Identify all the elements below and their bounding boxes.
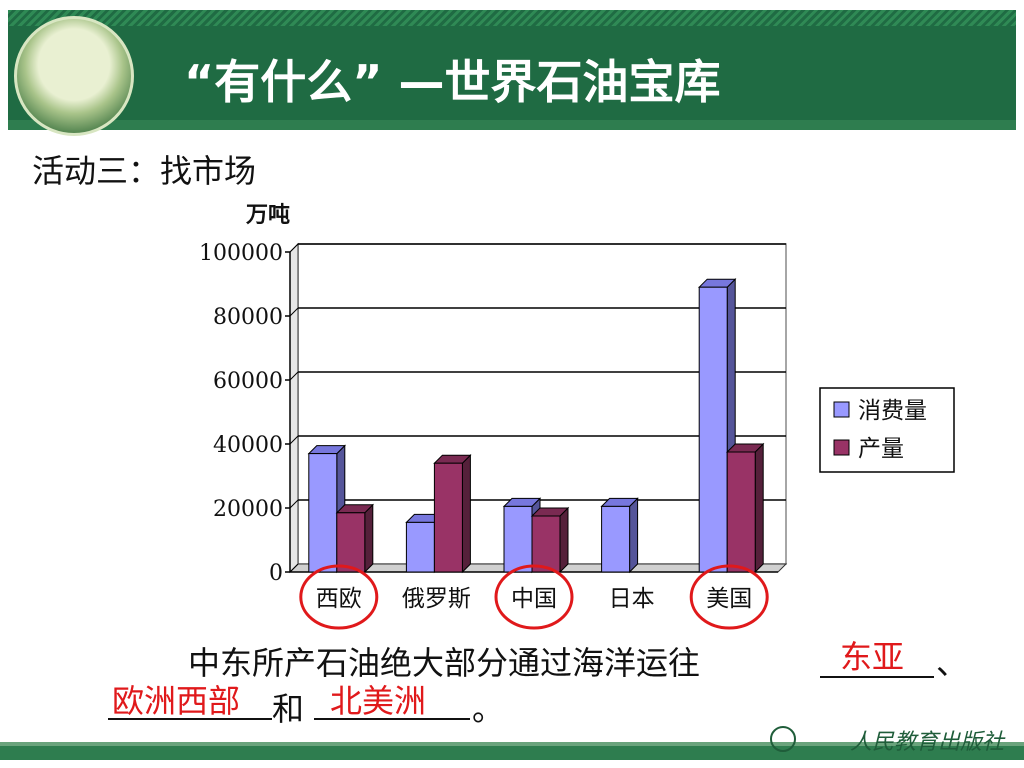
x-tick-label: 美国 [706, 586, 752, 612]
publisher-name: 人民教育出版社 [849, 730, 1004, 755]
bar-side [629, 497, 639, 574]
gridline-depth [289, 435, 299, 445]
footer-bar [0, 742, 1024, 760]
answer-east-asia: 东亚 [840, 638, 905, 676]
answer-blank-1 [820, 676, 934, 678]
highlight-circle [299, 564, 379, 630]
bar [698, 286, 728, 573]
header-bottom-band [8, 120, 1016, 130]
x-tick-label: 西欧 [316, 586, 362, 612]
publisher-logo-icon [770, 726, 796, 752]
question-line-2-end: 。 [472, 690, 505, 728]
x-tick-label: 俄罗斯 [402, 586, 471, 612]
y-tick-label: 40000 [213, 433, 283, 458]
landscape-logo-icon [14, 16, 134, 136]
x-tick-label: 日本 [609, 586, 655, 612]
bar-side [559, 506, 569, 574]
bar [531, 515, 561, 573]
answer-north-america: 北美洲 [330, 682, 427, 720]
header-stripe [8, 10, 1016, 26]
activity-label: 活动三：找市场 [32, 152, 257, 190]
legend-box [819, 387, 955, 473]
y-tick-label: 80000 [213, 305, 283, 330]
bar [405, 521, 435, 573]
y-tick-label: 60000 [213, 369, 283, 394]
bar [503, 505, 533, 573]
legend-swatch [833, 401, 850, 418]
y-tick-label: 0 [269, 561, 283, 586]
gridline-depth [289, 307, 299, 317]
plot-left-wall [289, 242, 299, 574]
legend-label: 消费量 [858, 398, 927, 424]
page-title: “有什么” —世界石油宝库 [184, 55, 721, 109]
bar-side [364, 503, 374, 574]
bar-side [461, 453, 471, 574]
bar [726, 451, 756, 573]
gridline-depth [289, 563, 299, 573]
y-tick-label: 20000 [213, 497, 283, 522]
y-tick-label: 100000 [199, 241, 283, 266]
highlight-circle [689, 564, 769, 630]
bar [336, 512, 366, 573]
footer-stripe [0, 742, 1024, 746]
answer-western-europe: 欧洲西部 [112, 682, 241, 720]
gridline-depth [289, 243, 299, 253]
bar [601, 505, 631, 573]
highlight-circle [494, 564, 574, 630]
question-connector: 和 [272, 690, 305, 728]
bar-side [754, 442, 764, 574]
question-line-1: 中东所产石油绝大部分通过海洋运往 [188, 644, 701, 682]
gridline-depth [289, 371, 299, 381]
legend-label: 产量 [858, 436, 904, 462]
legend-swatch [833, 439, 850, 456]
x-tick-label: 中国 [511, 586, 557, 612]
bar [433, 462, 463, 573]
answer-blank-2 [108, 718, 272, 720]
y-axis-unit-label: 万吨 [245, 203, 290, 228]
header-bar: “有什么” —世界石油宝库 [8, 10, 1016, 136]
gridline-depth [289, 499, 299, 509]
answer-blank-3 [314, 718, 470, 720]
bar [308, 453, 338, 573]
question-line-1-end: 、 [936, 644, 969, 682]
